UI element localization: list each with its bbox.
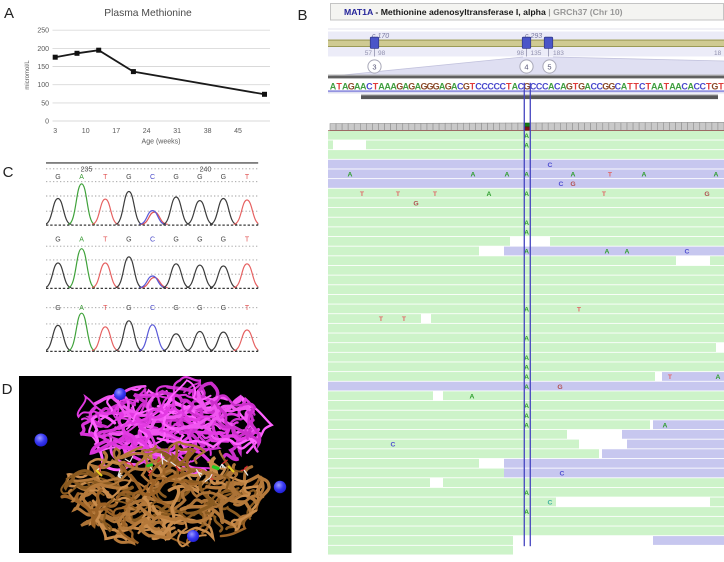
svg-text:A: A <box>663 422 668 429</box>
svg-text:A: A <box>605 249 610 256</box>
svg-text:5: 5 <box>547 62 551 71</box>
svg-text:240: 240 <box>200 167 212 174</box>
svg-text:4: 4 <box>524 62 528 71</box>
svg-text:T: T <box>103 236 108 243</box>
svg-text:200: 200 <box>37 46 49 53</box>
svg-text:C: C <box>150 305 155 312</box>
svg-text:micromol/L: micromol/L <box>25 60 31 90</box>
svg-text:T: T <box>245 174 250 181</box>
svg-text:50: 50 <box>41 100 49 107</box>
svg-text:A: A <box>625 249 630 256</box>
svg-text:100: 100 <box>37 82 49 89</box>
svg-text:G: G <box>173 305 178 312</box>
svg-text:183: 183 <box>553 50 564 57</box>
svg-text:C: C <box>559 181 564 188</box>
svg-text:G: G <box>221 305 226 312</box>
svg-text:C: C <box>150 174 155 181</box>
svg-text:A: A <box>505 172 510 179</box>
svg-text:A: A <box>79 236 84 243</box>
svg-text:T: T <box>245 305 250 312</box>
svg-text:24: 24 <box>143 128 151 135</box>
svg-text:C: C <box>548 500 553 507</box>
svg-text:A: A <box>571 172 576 179</box>
svg-text:98: 98 <box>517 50 525 57</box>
svg-text:10: 10 <box>82 128 90 135</box>
svg-text:A: A <box>716 374 721 381</box>
svg-text:MAT1A - Methionine adenosyltra: MAT1A - Methionine adenosyltransferase I… <box>344 7 623 17</box>
svg-text:T: T <box>103 174 108 181</box>
svg-text:3: 3 <box>53 128 57 135</box>
svg-text:57: 57 <box>365 50 373 57</box>
svg-text:G: G <box>221 236 226 243</box>
svg-text:135: 135 <box>531 50 542 57</box>
svg-text:A: A <box>4 5 14 22</box>
svg-text:G: G <box>413 201 418 208</box>
svg-text:0: 0 <box>45 118 49 125</box>
svg-text:G: G <box>197 236 202 243</box>
svg-text:A: A <box>471 172 476 179</box>
svg-text:G: G <box>570 181 575 188</box>
svg-text:A: A <box>487 191 492 198</box>
svg-text:T: T <box>245 236 250 243</box>
svg-text:A: A <box>642 172 647 179</box>
svg-text:G: G <box>173 174 178 181</box>
svg-text:B: B <box>297 7 307 24</box>
svg-text:G: G <box>557 384 562 391</box>
svg-text:A: A <box>79 305 84 312</box>
svg-text:G: G <box>173 236 178 243</box>
svg-text:Plasma Methionine: Plasma Methionine <box>104 8 192 19</box>
svg-text:G: G <box>126 236 131 243</box>
svg-text:G: G <box>126 174 131 181</box>
svg-text:G: G <box>55 236 60 243</box>
svg-text:C: C <box>548 162 553 169</box>
svg-text:98: 98 <box>378 50 386 57</box>
svg-text:G: G <box>704 191 709 198</box>
svg-text:C: C <box>150 236 155 243</box>
svg-text:C: C <box>391 442 396 449</box>
svg-text:C: C <box>560 471 565 478</box>
svg-text:D: D <box>2 381 13 398</box>
svg-text:C: C <box>685 249 690 256</box>
svg-text:T: T <box>718 82 724 92</box>
svg-text:18: 18 <box>714 50 722 57</box>
svg-text:G: G <box>197 174 202 181</box>
svg-text:C: C <box>3 164 14 181</box>
svg-text:17: 17 <box>112 128 120 135</box>
svg-text:T: T <box>627 82 633 92</box>
svg-text:G: G <box>55 305 60 312</box>
svg-text:G: G <box>55 174 60 181</box>
svg-text:G: G <box>197 305 202 312</box>
svg-text:38: 38 <box>204 128 212 135</box>
svg-text:45: 45 <box>234 128 242 135</box>
svg-text:Age (weeks): Age (weeks) <box>142 139 181 146</box>
svg-text:250: 250 <box>37 28 49 35</box>
svg-text:235: 235 <box>81 167 93 174</box>
svg-text:3: 3 <box>372 62 376 71</box>
svg-text:A: A <box>470 394 475 401</box>
svg-text:T: T <box>103 305 108 312</box>
svg-text:150: 150 <box>37 64 49 71</box>
svg-text:A: A <box>348 172 353 179</box>
svg-text:A: A <box>79 174 84 181</box>
svg-text:A: A <box>714 172 719 179</box>
svg-text:G: G <box>221 174 226 181</box>
svg-text:31: 31 <box>173 128 181 135</box>
svg-text:G: G <box>126 305 131 312</box>
